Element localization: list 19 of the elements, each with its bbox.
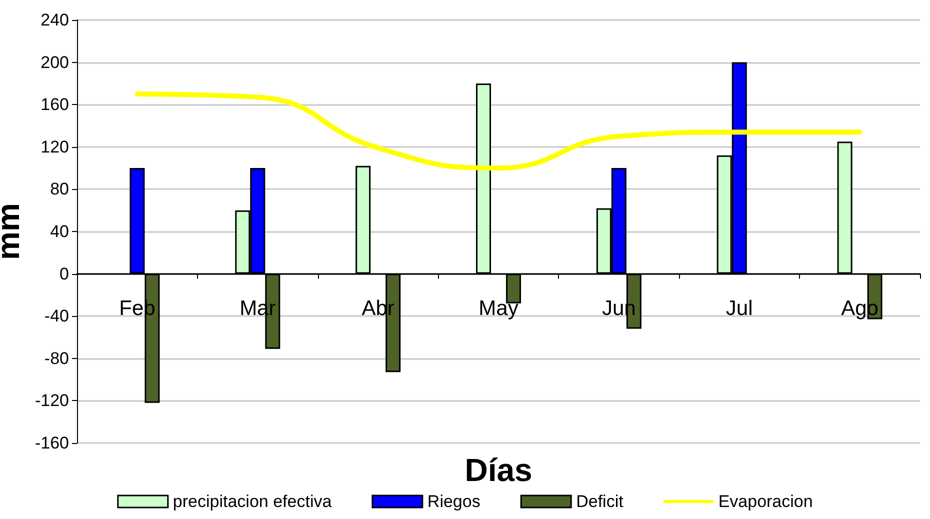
y-tick-label: 40 bbox=[50, 222, 69, 241]
y-tick-label: -80 bbox=[44, 348, 69, 368]
x-tick-label: May bbox=[478, 296, 519, 320]
y-tick-label: -40 bbox=[44, 306, 69, 326]
legend-label: Deficit bbox=[576, 492, 624, 511]
y-tick-label: -160 bbox=[34, 434, 69, 452]
y-tick-label: 120 bbox=[40, 137, 69, 156]
y-tick-label: 0 bbox=[60, 264, 69, 284]
legend-label: Evaporacion bbox=[718, 492, 813, 511]
y-tick-label: 240 bbox=[40, 10, 69, 30]
y-tick-label: 80 bbox=[50, 180, 69, 199]
legend-label: Riegos bbox=[427, 492, 480, 511]
legend-label: precipitacion efectiva bbox=[172, 492, 332, 511]
x-axis-title: Días bbox=[464, 452, 532, 488]
x-tick-label: Jul bbox=[726, 296, 753, 320]
y-tick-label: 160 bbox=[40, 95, 69, 114]
y-tick-label: 200 bbox=[40, 52, 69, 72]
y-tick-label: -120 bbox=[34, 391, 69, 410]
y-axis-title: mm bbox=[0, 203, 26, 260]
